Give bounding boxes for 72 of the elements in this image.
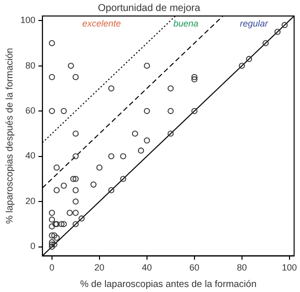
point	[72, 153, 79, 160]
point	[72, 187, 79, 194]
x-tick-label: 0	[49, 262, 54, 273]
point	[108, 153, 114, 160]
point	[72, 130, 79, 137]
point	[108, 187, 114, 194]
point	[48, 244, 55, 250]
point	[262, 40, 269, 46]
annotation: buena	[173, 18, 198, 28]
point	[72, 210, 79, 216]
point	[72, 176, 79, 182]
point	[246, 56, 252, 62]
point	[90, 181, 97, 188]
point	[48, 223, 55, 230]
point	[144, 62, 150, 69]
x-tick-label: 40	[142, 262, 152, 273]
point	[191, 74, 198, 80]
point	[108, 85, 114, 92]
point	[144, 108, 150, 114]
point	[191, 108, 198, 114]
point	[191, 76, 198, 82]
point	[60, 221, 67, 228]
point	[54, 234, 60, 241]
point	[120, 176, 126, 182]
point	[66, 210, 73, 216]
point	[51, 241, 58, 248]
point	[54, 164, 60, 171]
y-tick-label: 100	[20, 15, 36, 26]
point	[138, 148, 144, 154]
point	[48, 108, 55, 114]
point	[72, 198, 79, 205]
annotation: regular	[240, 18, 269, 28]
point	[70, 176, 76, 182]
annotation: excelente	[82, 18, 121, 28]
point	[168, 85, 174, 92]
x-tick-label: 60	[189, 262, 200, 273]
chart-title: Oportunidad de mejora	[98, 2, 201, 14]
x-axis-title: % de laparoscopias antes de la formación	[80, 278, 256, 290]
point	[60, 182, 67, 189]
point	[48, 74, 55, 80]
point	[120, 153, 126, 160]
point	[48, 210, 55, 216]
point	[144, 137, 150, 144]
point	[58, 221, 64, 228]
y-tick-label: 0	[30, 241, 36, 252]
point	[96, 164, 102, 171]
point	[48, 40, 55, 46]
point	[68, 62, 74, 69]
x-tick-label: 100	[282, 262, 297, 273]
point	[78, 215, 85, 222]
point	[72, 74, 79, 80]
point	[274, 28, 281, 35]
point	[48, 232, 55, 238]
y-tick-label: 40	[25, 150, 36, 161]
point	[282, 22, 288, 28]
point	[132, 130, 138, 137]
point	[238, 62, 245, 69]
point	[51, 232, 58, 238]
y-tick-label: 60	[25, 106, 36, 116]
x-tick-label: 80	[236, 262, 247, 273]
point	[168, 130, 174, 137]
x-tick-label: 20	[94, 262, 104, 273]
point	[48, 241, 55, 248]
y-tick-label: 80	[25, 60, 36, 70]
y-tick-label: 20	[25, 196, 36, 206]
point	[72, 221, 79, 228]
y-axis-title: % laparoscopias después de la formación	[4, 48, 16, 224]
point	[54, 187, 60, 194]
point	[60, 108, 67, 114]
point	[168, 108, 174, 114]
point	[48, 216, 55, 223]
point	[48, 239, 55, 246]
